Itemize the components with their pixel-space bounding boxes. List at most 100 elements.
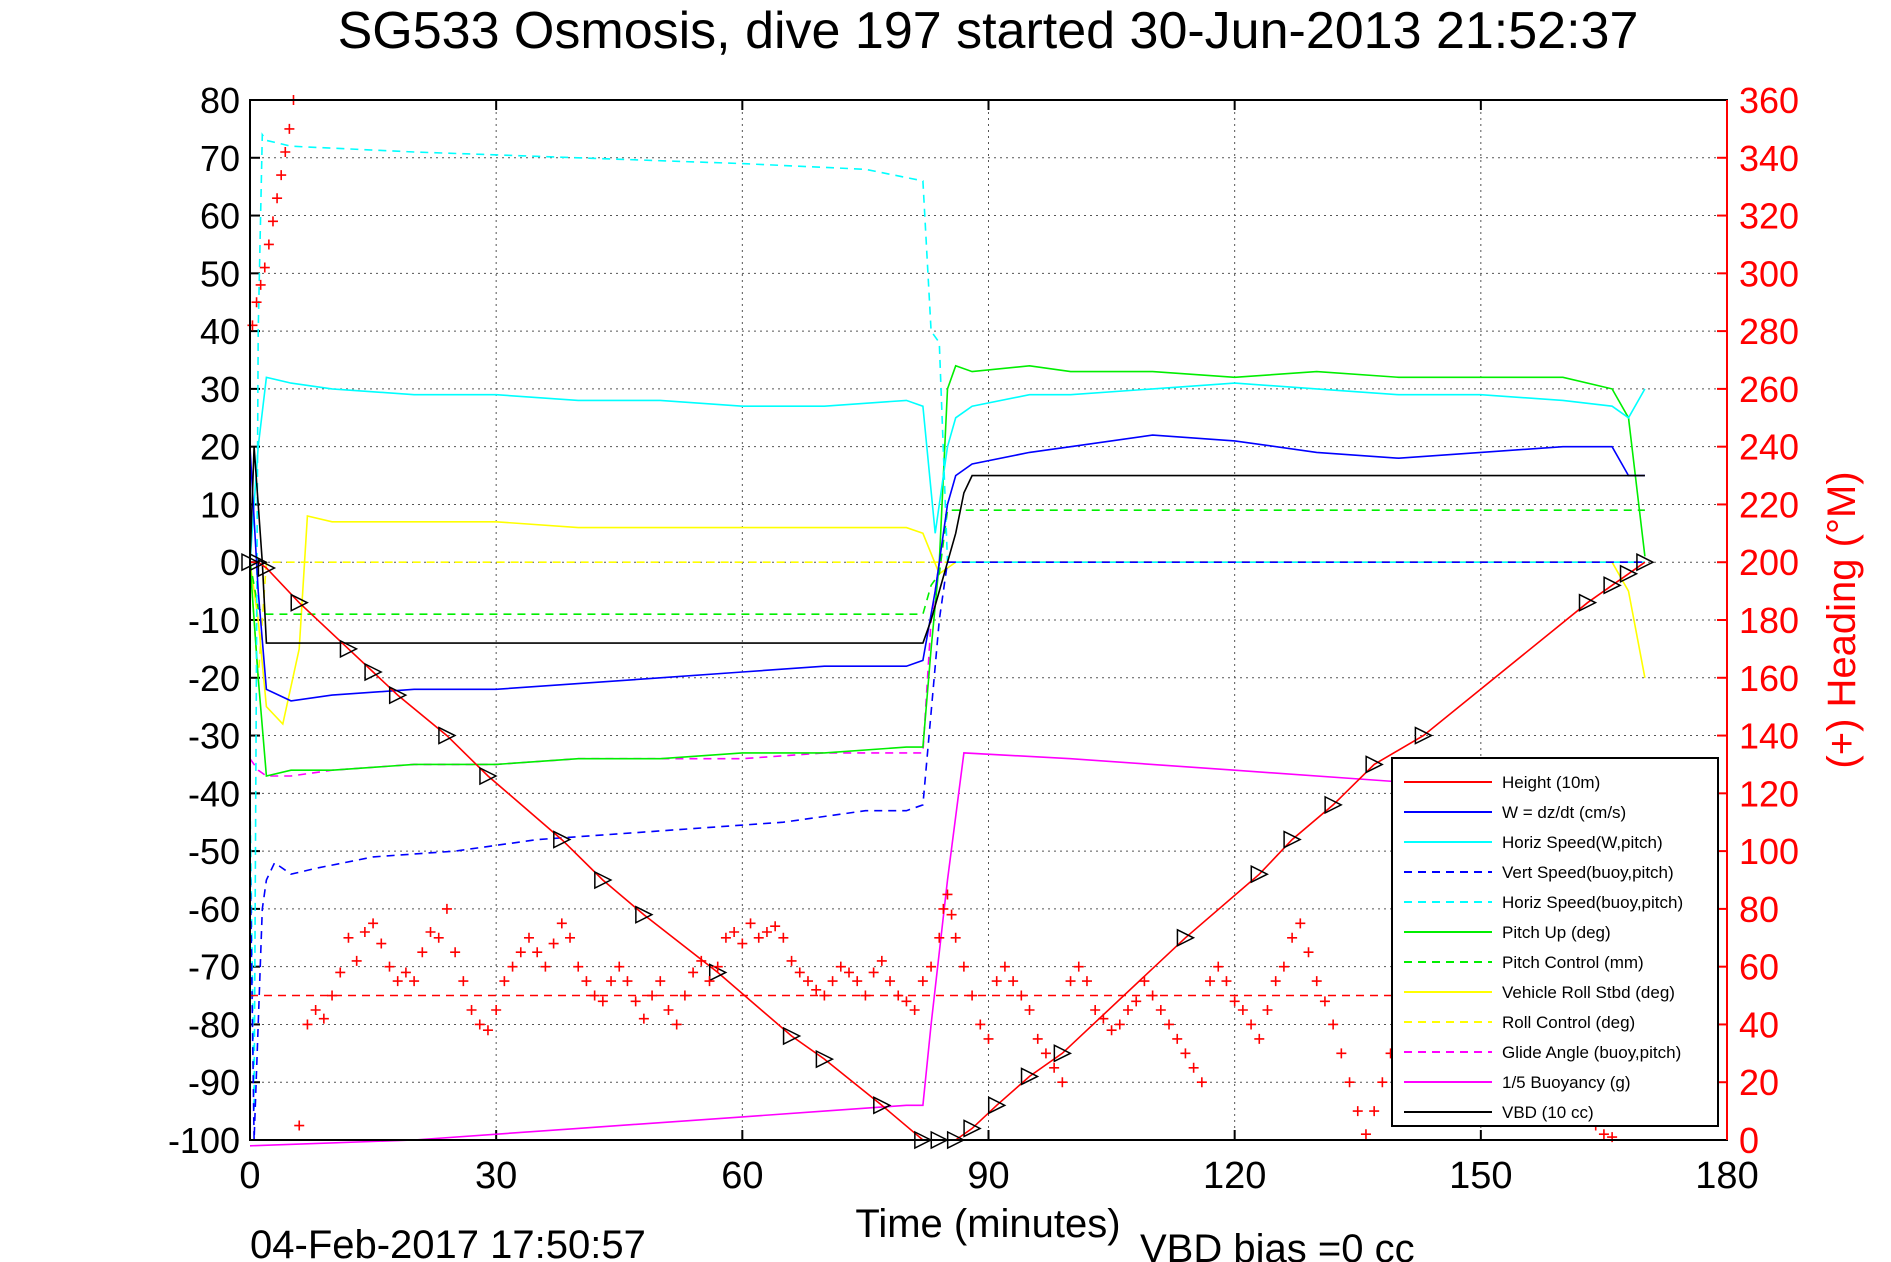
heading-point-marker xyxy=(294,1120,305,1131)
heading-point-marker xyxy=(384,961,395,972)
heading-point-marker xyxy=(885,976,896,987)
left-y-tick-label: 70 xyxy=(200,138,240,179)
heading-point-marker xyxy=(466,1005,477,1015)
heading-point-marker xyxy=(655,976,666,987)
height-point-marker xyxy=(782,1026,802,1046)
heading-point-marker xyxy=(482,1025,493,1036)
heading-point-marker xyxy=(638,1013,649,1024)
heading-point-marker xyxy=(1221,976,1232,987)
heading-point-marker xyxy=(942,889,953,900)
heading-point-marker xyxy=(696,955,707,966)
series-vbd-line xyxy=(249,446,1645,644)
heading-point-marker xyxy=(1237,1005,1248,1015)
heading-point-marker xyxy=(284,123,295,134)
heading-point-marker xyxy=(827,976,838,987)
heading-point-marker xyxy=(318,1013,329,1024)
heading-point-marker xyxy=(359,927,370,937)
heading-point-marker xyxy=(280,147,291,157)
right-y-tick-label: 80 xyxy=(1739,889,1779,930)
legend: Height (10m) W = dz/dt (cm/s) Horiz Speed(… xyxy=(1391,757,1719,1127)
heading-point-marker xyxy=(491,1005,502,1015)
heading-point-marker xyxy=(975,1019,986,1030)
heading-point-marker xyxy=(565,932,576,943)
height-point-marker xyxy=(1283,830,1302,849)
height-point-marker xyxy=(1176,928,1196,947)
left-y-tick-label: 40 xyxy=(200,311,240,352)
heading-point-marker xyxy=(712,961,723,972)
series-horiz-w-line xyxy=(249,376,1646,563)
heading-point-marker xyxy=(1172,1033,1183,1044)
height-point-marker xyxy=(815,1049,835,1069)
height-point-marker xyxy=(873,1096,892,1115)
right-y-tick-label: 360 xyxy=(1739,80,1799,121)
heading-point-marker xyxy=(647,990,658,1001)
heading-point-marker xyxy=(1344,1077,1355,1088)
left-y-tick-label: -30 xyxy=(188,716,240,757)
heading-point-marker xyxy=(259,262,270,273)
heading-point-marker xyxy=(425,927,436,937)
heading-point-marker xyxy=(450,947,461,958)
legend-label: W = dz/dt (cm/s) xyxy=(1502,803,1626,822)
heading-point-marker xyxy=(1090,1005,1101,1015)
x-tick-label: 120 xyxy=(1203,1155,1266,1197)
legend-label: Horiz Speed(buoy,pitch) xyxy=(1502,893,1683,912)
heading-point-marker xyxy=(409,976,420,987)
heading-point-marker xyxy=(441,903,452,914)
series-buoy-line xyxy=(249,752,1645,1147)
heading-point-marker xyxy=(1131,996,1142,1007)
height-point-marker xyxy=(1020,1067,1040,1086)
right-y-tick-label: 100 xyxy=(1739,831,1799,872)
left-y-tick-label: -60 xyxy=(188,889,240,930)
height-point-marker xyxy=(290,593,309,612)
left-y-axis: 80 70 60 50 40 30 20 10 0 -10 -20 -30 -40 -50 -60 -70 -8… xyxy=(168,80,260,1161)
series-w-line xyxy=(249,434,1645,702)
heading-point-marker xyxy=(1008,976,1019,987)
heading-point-marker xyxy=(688,967,699,978)
heading-point-marker xyxy=(1270,976,1281,987)
heading-point-marker xyxy=(1139,976,1150,987)
heading-point-marker xyxy=(507,961,518,972)
x-tick-label: 0 xyxy=(239,1155,260,1197)
heading-point-marker xyxy=(802,976,813,987)
heading-point-marker xyxy=(1155,1005,1166,1015)
heading-point-marker xyxy=(343,932,354,943)
heading-point-marker xyxy=(1040,1048,1051,1059)
heading-point-marker xyxy=(499,976,510,987)
height-point-marker xyxy=(987,1096,1007,1115)
heading-point-marker xyxy=(1213,961,1224,972)
heading-point-marker xyxy=(1287,932,1298,943)
left-y-tick-label: -70 xyxy=(188,947,240,988)
height-point-marker xyxy=(1324,795,1343,815)
x-tick-label: 180 xyxy=(1695,1155,1758,1197)
heading-point-marker xyxy=(737,938,748,949)
heading-point-marker xyxy=(663,1005,674,1015)
heading-point-marker xyxy=(1065,976,1076,987)
right-y-tick-label: 140 xyxy=(1739,716,1799,757)
heading-point-marker xyxy=(950,932,961,943)
heading-point-marker xyxy=(417,947,428,958)
legend-label: Glide Angle (buoy,pitch) xyxy=(1502,1043,1681,1062)
heading-point-marker xyxy=(1098,1013,1109,1024)
heading-point-marker xyxy=(938,903,949,914)
left-y-tick-label: -20 xyxy=(188,658,240,699)
right-y-tick-label: 320 xyxy=(1739,196,1799,237)
left-y-tick-label: 60 xyxy=(200,196,240,237)
left-y-tick-label: 20 xyxy=(200,427,240,468)
heading-point-marker xyxy=(844,967,855,978)
height-point-marker xyxy=(1603,576,1622,595)
height-point-marker xyxy=(963,1119,982,1138)
heading-point-marker xyxy=(1106,1025,1117,1036)
height-point-marker xyxy=(364,662,383,682)
chart-title: SG533 Osmosis, dive 197 started 30-Jun-2… xyxy=(338,2,1639,60)
heading-point-marker xyxy=(1024,1005,1035,1015)
left-y-tick-label: -10 xyxy=(188,600,240,641)
left-y-tick-label: 10 xyxy=(200,484,240,525)
heading-point-marker xyxy=(614,961,625,972)
height-point-marker xyxy=(635,905,654,924)
heading-point-marker xyxy=(745,918,756,929)
heading-point-marker xyxy=(310,1005,321,1015)
heading-point-marker xyxy=(917,976,928,987)
heading-point-marker xyxy=(523,932,534,943)
heading-point-marker xyxy=(819,990,830,1001)
heading-point-marker xyxy=(327,990,338,1001)
